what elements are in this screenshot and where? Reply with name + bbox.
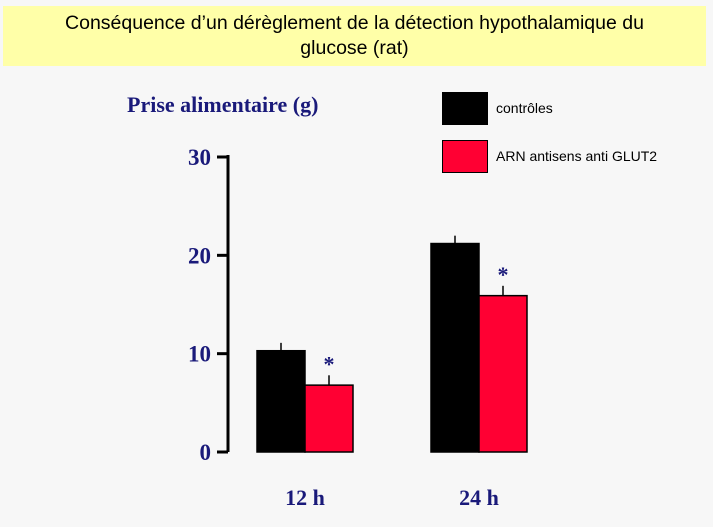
significance-marker: *	[498, 262, 509, 287]
legend-item-controles: contrôles	[442, 92, 712, 126]
legend-swatch-arn	[442, 140, 488, 173]
y-tick-label: 20	[188, 243, 211, 268]
title-line-1: Conséquence d’un dérèglement de la détec…	[65, 12, 644, 34]
bar	[478, 294, 528, 453]
y-tick-label: 30	[188, 145, 211, 170]
bars: **	[256, 235, 528, 453]
y-tick-label: 0	[200, 440, 212, 465]
bar	[304, 384, 354, 453]
title-line-2: glucose (rat)	[300, 37, 409, 59]
legend-item-arn: ARN antisens anti GLUT2	[442, 140, 712, 174]
x-tick-labels: 12 h 24 h	[285, 485, 499, 510]
y-axis: 0 10 20 30	[188, 145, 230, 465]
title-box: Conséquence d’un dérèglement de la détec…	[3, 6, 706, 66]
legend-swatch-controles	[442, 92, 488, 125]
legend-label-arn: ARN antisens anti GLUT2	[496, 148, 658, 164]
legend-label-controles: contrôles	[496, 100, 553, 116]
x-tick-label: 12 h	[285, 485, 325, 510]
significance-marker: *	[324, 351, 335, 376]
bar	[430, 242, 480, 453]
y-axis-label: Prise alimentaire (g)	[127, 92, 318, 117]
slide-title: Conséquence d’un dérèglement de la détec…	[65, 11, 644, 61]
x-tick-label: 24 h	[459, 485, 499, 510]
y-tick-label: 10	[188, 342, 211, 367]
bar	[256, 349, 306, 453]
